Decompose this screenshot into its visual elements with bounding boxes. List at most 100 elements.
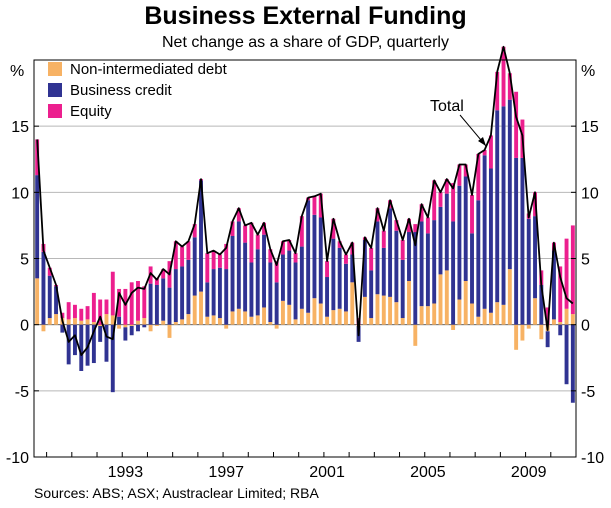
- bar-non-intermediated-debt: [98, 324, 103, 326]
- bar-equity: [73, 304, 77, 319]
- bar-non-intermediated-debt: [236, 308, 241, 325]
- y-tick-label-right: -5: [581, 384, 595, 401]
- bar-non-intermediated-debt: [167, 324, 172, 338]
- bar-business-credit: [161, 278, 166, 321]
- bar-non-intermediated-debt: [186, 314, 191, 325]
- bar-equity: [110, 271, 115, 316]
- annotation-arrowhead: [478, 137, 486, 146]
- bar-equity: [488, 135, 493, 169]
- bar-equity: [173, 241, 178, 270]
- bar-business-credit: [451, 221, 456, 325]
- bar-equity: [142, 286, 147, 319]
- y-tick-label-left: -5: [15, 384, 29, 401]
- bar-business-credit: [262, 234, 266, 308]
- bar-equity: [236, 208, 241, 222]
- bar-business-credit: [154, 284, 159, 325]
- bar-equity: [312, 196, 317, 215]
- legend-label: Non-intermediated debt: [70, 61, 228, 78]
- bar-non-intermediated-debt: [507, 269, 512, 325]
- bar-non-intermediated-debt: [369, 318, 374, 325]
- grid-lines: [34, 125, 576, 392]
- bar-non-intermediated-debt: [425, 306, 430, 325]
- bar-non-intermediated-debt: [551, 319, 556, 325]
- chart-title: Business External Funding: [144, 2, 467, 30]
- bar-equity: [407, 218, 411, 233]
- bar-non-intermediated-debt: [362, 296, 367, 325]
- bar-non-intermediated-debt: [470, 303, 474, 325]
- bar-equity: [280, 241, 285, 255]
- bar-non-intermediated-debt: [54, 314, 59, 325]
- chart-subtitle: Net change as a share of GDP, quarterly: [162, 34, 449, 51]
- bar-non-intermediated-debt: [249, 316, 254, 325]
- bar-non-intermediated-debt: [381, 295, 386, 325]
- bar-business-credit: [205, 282, 210, 317]
- bar-non-intermediated-debt: [274, 324, 279, 329]
- bar-business-credit: [299, 246, 304, 309]
- bar-equity: [287, 239, 292, 251]
- bar-non-intermediated-debt: [41, 324, 46, 332]
- bar-equity: [501, 46, 506, 107]
- bar-business-credit: [186, 259, 191, 315]
- bar-equity: [432, 180, 437, 221]
- bar-business-credit: [136, 324, 140, 332]
- bar-non-intermediated-debt: [457, 299, 462, 325]
- bar-non-intermediated-debt: [35, 278, 40, 325]
- bar-non-intermediated-debt: [526, 324, 531, 329]
- x-tick-label: 1993: [108, 464, 144, 481]
- bar-non-intermediated-debt: [312, 298, 317, 325]
- bar-equity: [91, 292, 96, 323]
- bar-equity: [558, 266, 563, 323]
- bar-business-credit: [375, 221, 380, 295]
- bar-business-credit: [381, 247, 386, 296]
- bar-business-credit: [394, 230, 399, 303]
- bar-equity: [85, 306, 90, 320]
- bar-non-intermediated-debt: [438, 274, 443, 325]
- bar-business-credit: [91, 324, 96, 364]
- bar-business-credit: [224, 269, 229, 325]
- bar-equity: [230, 221, 235, 237]
- bar-business-credit: [457, 185, 462, 300]
- bar-non-intermediated-debt: [564, 308, 569, 325]
- bar-non-intermediated-debt: [192, 295, 197, 325]
- bar-non-intermediated-debt: [419, 306, 424, 325]
- bar-non-intermediated-debt: [224, 324, 229, 329]
- bar-equity: [457, 164, 462, 186]
- bar-business-credit: [337, 247, 342, 309]
- bar-business-credit: [180, 266, 185, 320]
- bar-equity: [463, 164, 468, 177]
- x-tick-label: 2001: [309, 464, 345, 481]
- bar-business-credit: [463, 176, 468, 281]
- bar-business-credit: [551, 250, 556, 320]
- bar-non-intermediated-debt: [262, 307, 266, 325]
- bar-equity: [35, 139, 40, 176]
- y-tick-label-right: 5: [581, 252, 590, 269]
- legend-swatch: [48, 62, 62, 76]
- bar-non-intermediated-debt: [161, 320, 166, 325]
- legend-label: Equity: [70, 103, 112, 120]
- bar-business-credit: [495, 110, 500, 303]
- bar-business-credit: [425, 233, 430, 307]
- bar-non-intermediated-debt: [407, 280, 411, 325]
- bar-equity: [274, 261, 279, 283]
- bar-equity: [224, 243, 229, 270]
- bar-non-intermediated-debt: [293, 319, 298, 325]
- bar-business-credit: [312, 214, 317, 299]
- bar-business-credit: [545, 331, 550, 348]
- bar-non-intermediated-debt: [337, 308, 342, 325]
- bar-business-credit: [520, 157, 525, 325]
- bar-business-credit: [148, 283, 153, 325]
- legend-swatch: [48, 83, 62, 97]
- bar-equity: [243, 225, 248, 243]
- bar-equity: [514, 91, 519, 158]
- bar-equity: [66, 302, 71, 320]
- bar-non-intermediated-debt: [280, 300, 285, 325]
- bar-equity: [318, 193, 323, 218]
- annotation-total-label: Total: [430, 98, 464, 115]
- x-tick-label: 1997: [208, 464, 244, 481]
- bar-business-credit: [350, 254, 355, 283]
- bar-equity: [211, 250, 216, 270]
- y-tick-label-left: 5: [20, 252, 29, 269]
- bar-non-intermediated-debt: [230, 311, 235, 325]
- bar-non-intermediated-debt: [350, 282, 355, 325]
- y-tick-label-left: 10: [11, 185, 29, 202]
